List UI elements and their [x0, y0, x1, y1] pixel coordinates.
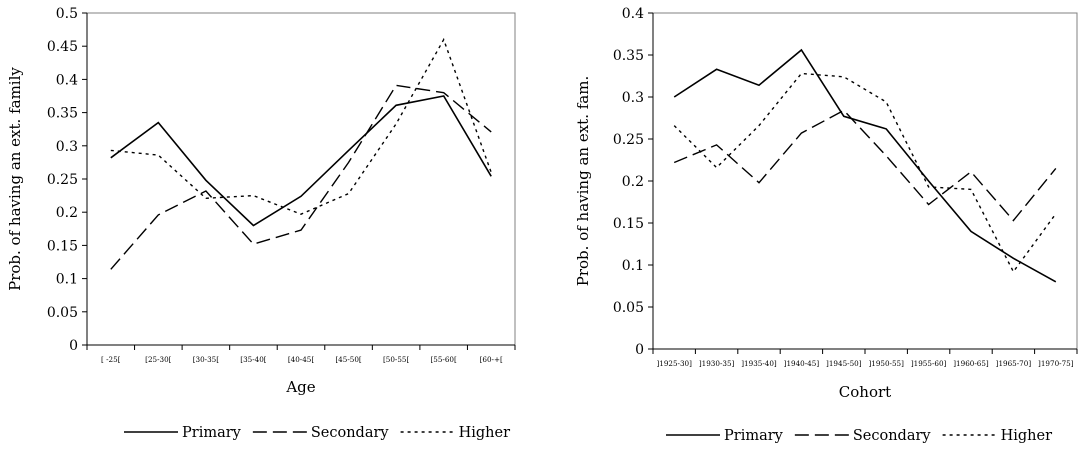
- chart2-x-tick-label: ]1945-50]: [826, 359, 862, 368]
- chart2-x-tick-label: ]1950-55]: [868, 359, 904, 368]
- chart1-y-tick-label: 0.1: [56, 272, 78, 288]
- chart2-x-tick-label: ]1940-45]: [784, 359, 820, 368]
- chart2-x-tick-label: ]1935-40]: [741, 359, 777, 368]
- chart1-y-tick-label: 0: [69, 338, 78, 354]
- chart2-legend: Primary Secondary Higher: [666, 428, 1052, 444]
- chart2-y-axis-title: Prob. of having an ext. fam.: [574, 76, 592, 286]
- chart2-series-secondary: [673, 109, 1057, 222]
- chart2-y-tick-label: 0.2: [622, 174, 644, 190]
- chart1-y-axis-title: Prob. of having an ext. family: [6, 67, 24, 291]
- chart1-y-tick-label: 0.35: [47, 106, 78, 122]
- chart1-x-axis-title: Age: [285, 378, 315, 396]
- chart1: 0 0.05 0.1 0.15 0.2 0.25 0.3 0.35 0.4 0.45 0.5 [ -2…: [6, 6, 516, 441]
- chart2-x-tick-label: ]1930-35]: [699, 359, 735, 368]
- chart2-y-tick-label: 0.05: [613, 300, 644, 316]
- chart1-x-tick-label: [40-45[: [288, 355, 315, 364]
- chart1-x-tick-label: [35-40[: [240, 355, 267, 364]
- chart2-legend-label-higher: Higher: [1001, 428, 1052, 444]
- chart1-legend-label-secondary: Secondary: [311, 425, 390, 441]
- chart1-series-primary: [110, 95, 492, 227]
- chart1-legend: Primary Secondary Higher: [124, 425, 510, 441]
- chart1-y-tick-label: 0.2: [56, 205, 78, 221]
- chart2-x-tick-label: ]1965-70]: [996, 359, 1032, 368]
- chart1-x-tick-label: [ -25[: [101, 355, 121, 364]
- chart2-series-primary: [673, 48, 1057, 283]
- chart2-y-tick-label: 0.15: [613, 216, 644, 232]
- chart1-x-tick-label: [45-50[: [335, 355, 362, 364]
- chart2-y-tick-label: 0.4: [622, 6, 644, 22]
- chart1-series-higher: [110, 37, 492, 215]
- chart2-x-tick-label: ]1960-65]: [953, 359, 989, 368]
- chart2-x-tick-label: ]1970-75]: [1038, 359, 1074, 368]
- chart2-legend-label-primary: Primary: [724, 428, 784, 444]
- chart1-x-tick-label: [60-+[: [480, 355, 503, 364]
- chart1-plot-area: [86, 12, 516, 346]
- chart2-legend-label-secondary: Secondary: [853, 428, 932, 444]
- chart1-y-tick-label: 0.25: [47, 172, 78, 188]
- chart1-y-tick-label: 0.5: [56, 6, 78, 22]
- chart2-y-tick-label: 0.35: [613, 48, 644, 64]
- chart2-y-tick-label: 0.1: [622, 258, 644, 274]
- chart2-y-tick-label: 0: [635, 342, 644, 358]
- chart1-x-tick-label: [25-30[: [145, 355, 172, 364]
- chart1-x-tick-label: [55-60[: [430, 355, 457, 364]
- chart1-y-tick-label: 0.05: [47, 305, 78, 321]
- chart1-legend-label-primary: Primary: [182, 425, 242, 441]
- chart1-x-tick-label: [30-35[: [193, 355, 220, 364]
- chart2: 0 0.05 0.1 0.15 0.2 0.25 0.3 0.35 0.4 ]1925-30] ]1…: [574, 6, 1078, 444]
- chart1-y-tick-label: 0.45: [47, 39, 78, 55]
- chart2-x-tick-label: ]1925-30]: [656, 359, 692, 368]
- chart1-y-tick-label: 0.4: [56, 72, 78, 88]
- chart1-y-tick-label: 0.15: [47, 238, 78, 254]
- chart1-series-secondary: [110, 84, 492, 270]
- chart2-series-higher: [673, 72, 1057, 274]
- chart2-plot-area: [652, 12, 1078, 350]
- chart1-legend-label-higher: Higher: [459, 425, 510, 441]
- chart2-y-tick-label: 0.3: [622, 90, 644, 106]
- chart2-x-tick-label: ]1955-60]: [911, 359, 947, 368]
- chart1-x-tick-label: [50-55[: [383, 355, 410, 364]
- chart1-y-tick-label: 0.3: [56, 139, 78, 155]
- chart2-y-tick-label: 0.25: [613, 132, 644, 148]
- chart2-x-axis-title: Cohort: [839, 383, 891, 401]
